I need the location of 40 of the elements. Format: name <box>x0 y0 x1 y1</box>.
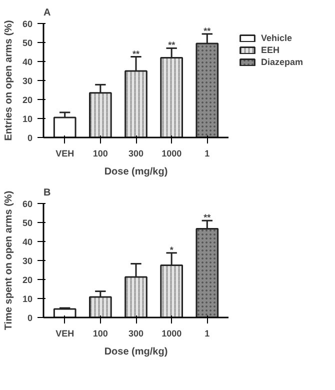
annotation: ** <box>204 212 212 223</box>
bar <box>53 116 76 138</box>
legend-label: Diazepam <box>261 57 304 67</box>
x-tick-label: 300 <box>128 148 144 158</box>
legend-label: Vehicle <box>261 33 292 43</box>
x-tick-label: 100 <box>92 148 108 158</box>
annotation: ** <box>132 48 140 59</box>
y-tick-label: 10 <box>22 294 33 304</box>
x-tick-label: 1000 <box>162 328 182 338</box>
bar <box>53 308 76 318</box>
x-axis-title: Dose (mg/kg) <box>104 166 168 178</box>
x-tick-label: 1 <box>204 328 210 338</box>
x-axis-title: Dose (mg/kg) <box>104 346 168 358</box>
y-tick-label: 40 <box>22 57 33 67</box>
y-tick-label: 60 <box>22 199 33 209</box>
y-tick-label: 20 <box>22 275 33 285</box>
y-tick-label: 20 <box>22 95 33 105</box>
annotation: ** <box>168 40 176 50</box>
annotation: * <box>170 244 174 255</box>
y-tick-label: 60 <box>22 19 33 29</box>
chart-title: A <box>44 8 51 18</box>
y-tick-label: 50 <box>22 38 33 48</box>
annotation: ** <box>204 26 212 36</box>
y-axis-title: Entries on open arms (%) <box>3 20 14 141</box>
x-tick-label: VEH <box>56 148 74 158</box>
y-axis-title: Time spent on open arms (%) <box>3 190 14 330</box>
y-tick-label: 0 <box>27 133 33 143</box>
x-tick-label: VEH <box>56 328 74 338</box>
x-tick-label: 300 <box>128 328 144 338</box>
y-tick-label: 30 <box>22 256 33 266</box>
x-tick-label: 100 <box>92 328 108 338</box>
x-tick-label: 1 <box>204 148 210 158</box>
y-tick-label: 10 <box>22 114 33 124</box>
y-tick-label: 30 <box>22 76 33 86</box>
chart-title: B <box>44 188 51 198</box>
y-tick-label: 40 <box>22 237 33 247</box>
y-tick-label: 50 <box>22 218 33 228</box>
x-tick-label: 1000 <box>162 148 182 158</box>
y-tick-label: 0 <box>27 313 33 323</box>
legend-label: EEH <box>261 45 281 55</box>
